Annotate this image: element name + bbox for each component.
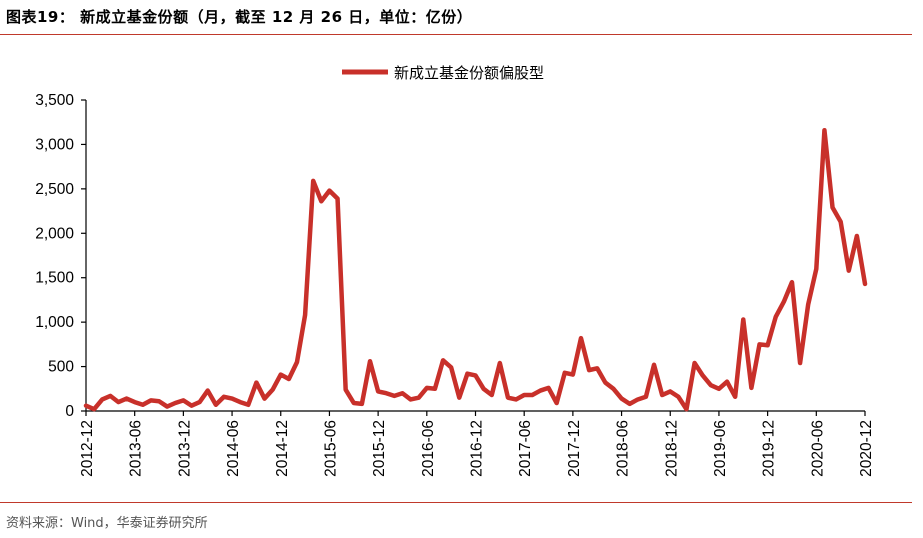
y-tick-label: 3,000: [35, 136, 74, 153]
y-tick-label: 2,500: [35, 181, 74, 198]
y-tick-label: 1,000: [35, 314, 74, 331]
x-axis-tick-labels: 2012-12 2013-06 2013-12 2014-06 2014-12 2015-…: [79, 420, 875, 477]
legend: 新成立基金份额偏股型: [342, 64, 544, 82]
y-tick-label: 1,500: [35, 270, 74, 287]
y-tick-label: 2,000: [35, 225, 74, 242]
x-tick-label: 2015-12: [371, 420, 388, 477]
x-tick-label: 2019-12: [761, 420, 778, 477]
x-tick-label: 2014-06: [225, 420, 242, 477]
x-tick-label: 2018-06: [615, 420, 632, 477]
footer-divider: [0, 502, 912, 503]
x-tick-label: 2017-06: [517, 420, 534, 477]
source-note: 资料来源：Wind，华泰证券研究所: [6, 516, 208, 531]
series-line: [83, 127, 868, 412]
x-tick-label: 2019-06: [712, 420, 729, 477]
y-tick-label: 3,500: [35, 92, 74, 109]
header-divider: [0, 34, 912, 35]
axes: [81, 99, 866, 416]
legend-label: 新成立基金份额偏股型: [394, 64, 544, 82]
x-tick-label: 2013-06: [128, 420, 145, 477]
x-tick-label: 2020-12: [858, 420, 875, 477]
y-tick-label: 500: [48, 359, 74, 376]
y-tick-label: 0: [65, 403, 74, 420]
x-tick-label: 2014-12: [274, 420, 291, 477]
x-tick-label: 2016-06: [420, 420, 437, 477]
x-tick-label: 2015-06: [322, 420, 339, 477]
x-tick-label: 2017-12: [566, 420, 583, 477]
y-axis-tick-labels: 0 500 1,000 1,500 2,000 2,500 3,000 3,500: [35, 92, 74, 420]
x-tick-label: 2012-12: [79, 420, 96, 477]
x-tick-label: 2016-12: [469, 420, 486, 477]
chart-title: 图表19： 新成立基金份额（月，截至 12 月 26 日，单位：亿份）: [6, 8, 473, 26]
x-tick-label: 2018-12: [663, 420, 680, 477]
x-tick-label: 2013-12: [176, 420, 193, 477]
x-tick-label: 2020-06: [809, 420, 826, 477]
